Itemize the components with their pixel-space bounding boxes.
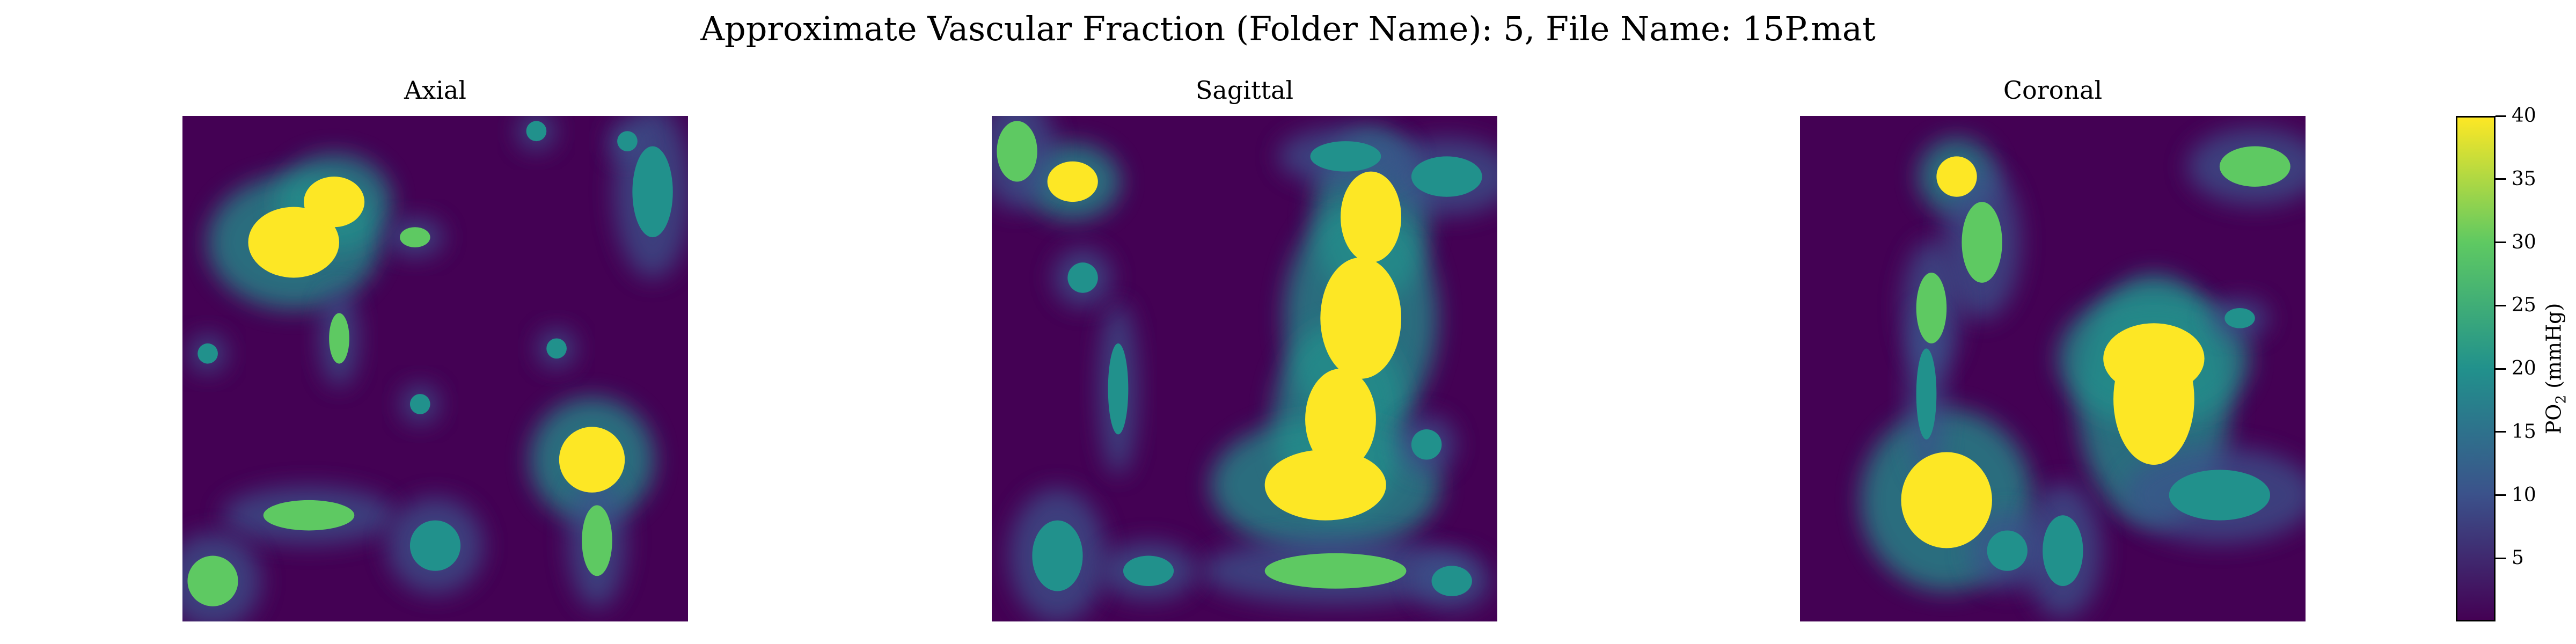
axial-panel-title: Axial bbox=[404, 76, 466, 105]
heatmap-hotspot bbox=[304, 177, 365, 228]
heatmap-hotspot bbox=[1916, 348, 1937, 440]
heatmap-hotspot bbox=[1123, 555, 1174, 587]
colorbar-tick-label: 10 bbox=[2512, 484, 2536, 506]
heatmap-hotspot bbox=[1962, 202, 2002, 283]
heatmap-hotspot bbox=[526, 121, 547, 142]
heatmap-hotspot bbox=[248, 207, 340, 278]
heatmap-hotspot bbox=[1305, 369, 1376, 470]
heatmap-hotspot bbox=[409, 394, 430, 414]
colorbar bbox=[2456, 116, 2496, 621]
axial-heatmap-panel bbox=[182, 116, 688, 621]
colorbar-tick-label: 5 bbox=[2512, 547, 2524, 569]
coronal-panel-title: Coronal bbox=[2003, 76, 2103, 105]
heatmap-hotspot bbox=[1320, 257, 1402, 379]
axial-heatmap bbox=[182, 116, 688, 621]
heatmap-hotspot bbox=[2219, 146, 2290, 187]
heatmap-hotspot bbox=[400, 227, 430, 247]
heatmap-hotspot bbox=[197, 343, 218, 364]
colorbar-tick-label: 15 bbox=[2512, 420, 2536, 443]
heatmap-hotspot bbox=[1431, 566, 1472, 596]
heatmap-hotspot bbox=[2169, 470, 2271, 521]
heatmap-hotspot bbox=[632, 146, 673, 238]
heatmap-core-layer bbox=[997, 121, 1482, 596]
colorbar-tick bbox=[2496, 304, 2506, 306]
heatmap-hotspot bbox=[997, 121, 1037, 182]
heatmap-hotspot bbox=[2103, 323, 2205, 394]
heatmap-hotspot bbox=[1032, 520, 1083, 591]
colorbar-tick bbox=[2496, 557, 2506, 559]
heatmap-hotspot bbox=[1936, 156, 1977, 197]
colorbar-tick bbox=[2496, 115, 2506, 117]
heatmap-hotspot bbox=[1987, 530, 2028, 571]
heatmap-hotspot bbox=[1411, 429, 1442, 460]
colorbar-tick bbox=[2496, 368, 2506, 370]
sagittal-heatmap bbox=[992, 116, 1497, 621]
heatmap-hotspot bbox=[1411, 156, 1482, 197]
heatmap-core-layer bbox=[1901, 146, 2290, 587]
coronal-heatmap bbox=[1800, 116, 2306, 621]
heatmap-hotspot bbox=[1108, 343, 1129, 435]
colorbar-tick-label: 30 bbox=[2512, 231, 2536, 253]
heatmap-hotspot bbox=[1310, 141, 1381, 172]
heatmap-hotspot bbox=[1340, 171, 1402, 263]
heatmap-hotspot bbox=[1047, 161, 1098, 202]
heatmap-hotspot bbox=[1067, 262, 1098, 293]
heatmap-hotspot bbox=[1264, 449, 1386, 521]
colorbar-label-unit: (mmHg) bbox=[2542, 303, 2566, 395]
colorbar-tick-label: 20 bbox=[2512, 357, 2536, 379]
colorbar-tick bbox=[2496, 431, 2506, 433]
colorbar-tick bbox=[2496, 178, 2506, 180]
colorbar-label-main: PO bbox=[2542, 404, 2566, 435]
heatmap-hotspot bbox=[187, 555, 238, 606]
colorbar-tick-label: 35 bbox=[2512, 167, 2536, 190]
heatmap-hotspot bbox=[582, 505, 612, 576]
heatmap-hotspot bbox=[1264, 553, 1407, 589]
heatmap-hotspot bbox=[559, 427, 625, 493]
sagittal-heatmap-panel bbox=[992, 116, 1497, 621]
coronal-heatmap-panel bbox=[1800, 116, 2306, 621]
heatmap-hotspot bbox=[2224, 308, 2255, 328]
colorbar-label: PO2 (mmHg) bbox=[2542, 303, 2570, 435]
heatmap-hotspot bbox=[1916, 273, 1947, 343]
heatmap-hotspot bbox=[546, 338, 567, 359]
heatmap-hotspot bbox=[1901, 452, 1992, 548]
colorbar-label-sub: 2 bbox=[2553, 394, 2570, 404]
heatmap-hotspot bbox=[409, 520, 461, 571]
heatmap-hotspot bbox=[2043, 515, 2083, 587]
colorbar-tick bbox=[2496, 494, 2506, 496]
heatmap-core-layer bbox=[187, 121, 673, 606]
heatmap-hotspot bbox=[617, 131, 638, 151]
colorbar-tick-label: 40 bbox=[2512, 105, 2536, 127]
figure-title: Approximate Vascular Fraction (Folder Na… bbox=[700, 9, 1876, 48]
heatmap-hotspot bbox=[263, 500, 355, 531]
colorbar-tick bbox=[2496, 241, 2506, 243]
sagittal-panel-title: Sagittal bbox=[1195, 76, 1294, 105]
colorbar-tick-label: 25 bbox=[2512, 294, 2536, 317]
heatmap-hotspot bbox=[329, 313, 349, 364]
